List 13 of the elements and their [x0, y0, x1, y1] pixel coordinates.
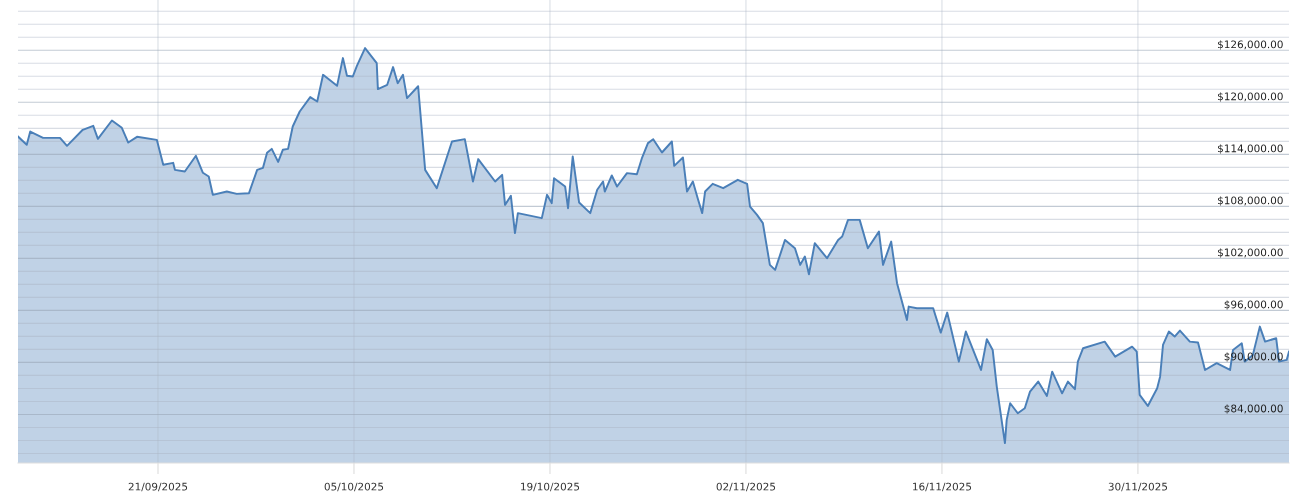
y-tick-label: $108,000.00 — [1218, 196, 1283, 206]
y-tick-label: $84,000.00 — [1224, 404, 1283, 414]
y-tick-label: $96,000.00 — [1224, 300, 1283, 310]
y-tick-label: $114,000.00 — [1218, 144, 1283, 154]
x-tick-label: 02/11/2025 — [716, 482, 776, 492]
y-tick-label: $120,000.00 — [1218, 92, 1283, 102]
x-tick-label: 19/10/2025 — [521, 482, 580, 492]
y-tick-label: $126,000.00 — [1218, 40, 1283, 50]
x-tick-label: 30/11/2025 — [1108, 482, 1168, 492]
x-tick-label: 16/11/2025 — [913, 482, 972, 492]
x-tick-label: 05/10/2025 — [324, 482, 384, 492]
x-tick-label: 21/09/2025 — [128, 482, 188, 492]
y-tick-label: $102,000.00 — [1218, 248, 1283, 258]
